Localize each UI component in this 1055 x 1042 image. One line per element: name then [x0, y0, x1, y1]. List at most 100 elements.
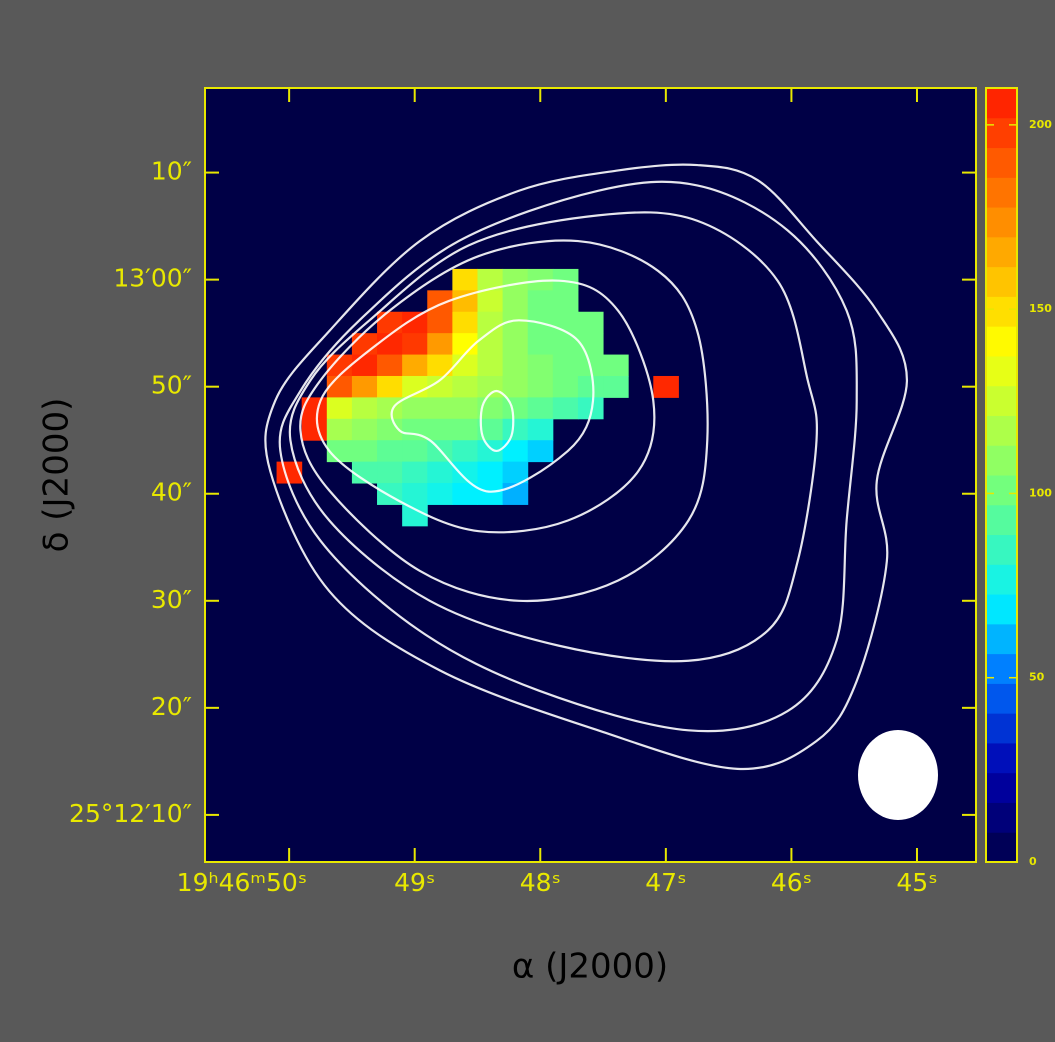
- y-tick-label: 25°12′10″: [69, 799, 192, 828]
- colorbar-step: [986, 683, 1017, 714]
- colorbar-step: [986, 207, 1017, 238]
- heatmap-cell: [402, 397, 428, 420]
- heatmap-cell: [502, 268, 529, 291]
- heatmap-cell: [477, 268, 504, 291]
- heatmap-cell: [351, 418, 378, 441]
- heatmap-cell: [502, 290, 529, 313]
- heatmap-cell: [326, 354, 353, 377]
- colorbar-step: [986, 147, 1017, 178]
- heatmap-cell: [377, 333, 403, 356]
- y-tick-label: 40″: [151, 478, 192, 507]
- heatmap-cell: [402, 333, 428, 356]
- heatmap-cell: [477, 461, 504, 484]
- beam: [858, 730, 938, 820]
- y-tick-label: 10″: [151, 157, 192, 186]
- heatmap-cell: [477, 290, 504, 313]
- y-tick-label: 20″: [151, 692, 192, 721]
- heatmap-cell: [377, 311, 403, 334]
- x-tick-label: 49ˢ: [394, 868, 435, 897]
- colorbar-step: [986, 88, 1017, 119]
- heatmap-cell: [502, 375, 529, 398]
- contour: [278, 180, 858, 733]
- colorbar-step: [986, 475, 1017, 506]
- heatmap-cell: [603, 375, 629, 398]
- heatmap-cell: [452, 375, 478, 398]
- heatmap-cell: [351, 333, 378, 356]
- heatmap-cell: [477, 354, 504, 377]
- heatmap-cell: [326, 397, 353, 420]
- colorbar-frame: [985, 87, 1018, 863]
- heatmap-cell: [402, 354, 428, 377]
- heatmap-cell: [527, 354, 554, 377]
- x-tick-label: 48ˢ: [520, 868, 561, 897]
- heatmap-cell: [502, 461, 529, 484]
- heatmap-cell: [552, 397, 579, 420]
- colorbar-step: [986, 355, 1017, 387]
- x-tick-label: 47ˢ: [645, 868, 686, 897]
- heatmap-cell: [502, 311, 529, 334]
- contour: [264, 163, 909, 771]
- heatmap-cell: [552, 268, 579, 291]
- heatmap-cell: [452, 418, 478, 441]
- contour: [288, 211, 818, 663]
- heatmap-cell: [552, 375, 579, 398]
- heatmap-cell: [527, 440, 554, 463]
- heatmap-cell: [427, 483, 453, 505]
- heatmap-cell: [402, 311, 428, 334]
- heatmap-cell: [552, 354, 579, 377]
- heatmap-cell: [301, 418, 328, 441]
- contour: [299, 239, 709, 603]
- heatmap-cell: [377, 375, 403, 398]
- colorbar-step: [986, 713, 1017, 744]
- heatmap-cell: [351, 375, 378, 398]
- heatmap-cell: [477, 418, 504, 441]
- heatmap-cell: [527, 375, 554, 398]
- colorbar-step: [986, 623, 1017, 655]
- heatmap-cell: [402, 440, 428, 463]
- x-tick-label: 45ˢ: [896, 868, 937, 897]
- plot-background: [205, 88, 976, 862]
- heatmap-cell: [477, 333, 504, 356]
- heatmap-cell: [427, 354, 453, 377]
- heatmap-cell: [552, 290, 579, 313]
- contour: [479, 389, 515, 453]
- heatmap-cell: [452, 268, 478, 291]
- colorbar-label: 200: [1029, 118, 1052, 131]
- colorbar-step: [986, 415, 1017, 446]
- colorbar-step: [986, 504, 1017, 536]
- heatmap-cell: [427, 333, 453, 356]
- heatmap-cell: [402, 461, 428, 484]
- colorbar-step: [986, 296, 1017, 327]
- heatmap-cell: [477, 311, 504, 334]
- colorbar-label: 100: [1029, 486, 1052, 499]
- colorbar-step: [986, 236, 1017, 268]
- heatmap-cell: [477, 375, 504, 398]
- heatmap-cell: [502, 333, 529, 356]
- colorbar-step: [986, 564, 1017, 595]
- heatmap-cell: [502, 440, 529, 463]
- heatmap-cell: [477, 483, 504, 505]
- x-tick-label: 19ʰ46ᵐ50ˢ: [177, 868, 307, 897]
- heatmap-cell: [402, 375, 428, 398]
- colorbar-step: [986, 177, 1017, 208]
- heatmap-cell: [452, 333, 478, 356]
- heatmap-cell: [377, 354, 403, 377]
- heatmap-cell: [427, 418, 453, 441]
- heatmap-cell: [377, 440, 403, 463]
- colorbar-step: [986, 653, 1017, 684]
- heatmap-cell: [452, 290, 478, 313]
- y-tick-label: 13′00″: [113, 264, 192, 293]
- heatmap-cell: [577, 375, 604, 398]
- heatmap-cell: [527, 333, 554, 356]
- heatmap-cell: [427, 375, 453, 398]
- heatmap-cell: [502, 397, 529, 420]
- heatmap-cell: [377, 418, 403, 441]
- colorbar-step: [986, 742, 1017, 774]
- heatmap-cell: [603, 354, 629, 377]
- heatmap-cell: [452, 440, 478, 463]
- heatmap-cell: [502, 418, 529, 441]
- colorbar-step: [986, 534, 1017, 565]
- colorbar-step: [986, 772, 1017, 803]
- colorbar-step: [986, 117, 1017, 149]
